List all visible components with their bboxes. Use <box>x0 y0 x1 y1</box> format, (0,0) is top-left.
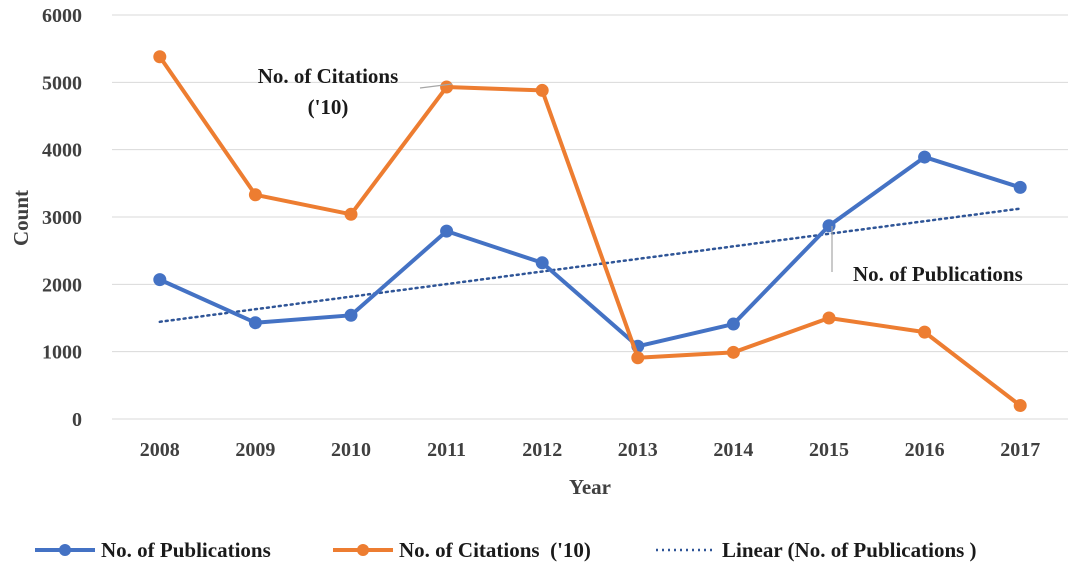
data-point-publications <box>344 308 358 322</box>
y-axis-ticks: 0 1000 2000 3000 4000 5000 6000 <box>42 5 82 431</box>
data-point-citations <box>535 83 549 97</box>
x-axis-title: Year <box>569 475 611 499</box>
y-tick-label: 2000 <box>42 274 82 296</box>
gridlines <box>112 14 1068 420</box>
data-point-citations <box>344 207 358 221</box>
legend-label-trendline: Linear (No. of Publications ) <box>722 538 977 562</box>
data-point-citations <box>726 345 740 359</box>
data-point-citations <box>631 351 645 365</box>
data-point-citations <box>153 50 167 64</box>
x-tick-label: 2013 <box>618 439 658 461</box>
citations-annotation-line1: No. of Citations <box>258 64 399 88</box>
citations-annotation: No. of Citations ('10) <box>258 64 453 119</box>
legend-label-citations: No. of Citations ('10) <box>399 538 591 562</box>
data-point-publications <box>535 256 549 270</box>
data-point-publications <box>822 219 836 233</box>
legend: No. of Publications No. of Citations ('1… <box>35 538 977 562</box>
data-point-citations <box>1013 399 1027 413</box>
x-axis-ticks: 2008 2009 2010 2011 2012 2013 2014 2015 2016 2017 <box>140 439 1040 461</box>
series-citations <box>153 50 1027 413</box>
legend-label-publications: No. of Publications <box>101 538 271 562</box>
x-tick-label: 2010 <box>331 439 371 461</box>
x-tick-label: 2014 <box>713 439 753 461</box>
trendline <box>158 207 1022 324</box>
data-point-citations <box>440 80 454 94</box>
y-tick-label: 4000 <box>42 140 82 162</box>
citations-annotation-leader <box>419 83 453 89</box>
data-point-publications <box>918 150 932 164</box>
x-tick-label: 2012 <box>522 439 562 461</box>
data-point-publications <box>153 273 167 287</box>
data-point-citations <box>918 325 932 339</box>
legend-marker-citations <box>357 544 369 556</box>
y-axis-title: Count <box>9 190 33 246</box>
legend-marker-publications <box>59 544 71 556</box>
x-tick-label: 2009 <box>235 439 275 461</box>
data-point-citations <box>248 188 262 202</box>
publications-annotation: No. of Publications <box>831 226 1023 286</box>
y-tick-label: 1000 <box>42 342 82 364</box>
series-publications <box>153 150 1027 353</box>
data-point-citations <box>822 311 836 325</box>
legend-item-trendline: Linear (No. of Publications ) <box>656 538 977 562</box>
y-tick-label: 0 <box>72 409 82 431</box>
trendline-path <box>158 207 1022 324</box>
x-tick-label: 2015 <box>809 439 849 461</box>
data-point-publications <box>726 317 740 331</box>
y-tick-label: 3000 <box>42 207 82 229</box>
data-point-publications <box>440 224 454 238</box>
legend-item-publications: No. of Publications <box>35 538 271 562</box>
y-tick-label: 5000 <box>42 72 82 94</box>
legend-item-citations: No. of Citations ('10) <box>333 538 591 562</box>
data-point-publications <box>248 316 262 330</box>
series-line-citations <box>158 55 1022 408</box>
series-group <box>153 50 1027 413</box>
series-line-publications <box>158 155 1021 349</box>
y-tick-label: 6000 <box>42 5 82 27</box>
citations-annotation-line2: ('10) <box>308 95 349 119</box>
x-tick-label: 2008 <box>140 439 180 461</box>
data-point-publications <box>1013 180 1027 194</box>
publications-annotation-text: No. of Publications <box>853 262 1023 286</box>
x-tick-label: 2011 <box>427 439 466 461</box>
x-tick-label: 2017 <box>1000 439 1040 461</box>
x-tick-label: 2016 <box>905 439 945 461</box>
